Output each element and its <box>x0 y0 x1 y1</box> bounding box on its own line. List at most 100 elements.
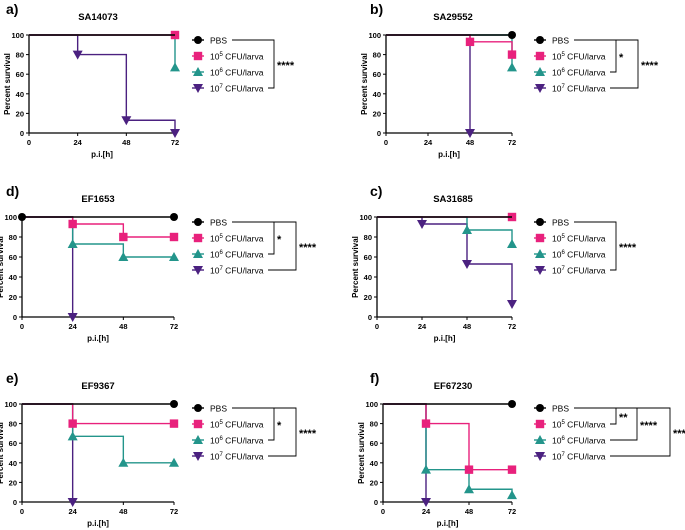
legend-unit: CFU/larva <box>565 250 606 260</box>
legend-exp: 7 <box>561 84 565 90</box>
y-axis-label: Percent survival <box>3 53 12 115</box>
data-point-PBS <box>508 400 516 408</box>
legend-unit: CFU/larva <box>223 234 264 244</box>
data-point-1e7 <box>72 50 83 60</box>
legend-exp: 7 <box>219 452 223 458</box>
data-point-1e5 <box>68 219 77 229</box>
x-tick-label: 48 <box>465 507 473 516</box>
legend-marker-1e5 <box>193 51 203 61</box>
data-point-1e6 <box>169 252 179 261</box>
x-tick-label: 0 <box>20 507 24 516</box>
y-tick-label: 0 <box>13 313 17 322</box>
significance-bracket <box>574 407 671 457</box>
panel-label: e) <box>6 370 18 386</box>
legend-base: 10 <box>552 52 562 62</box>
y-tick-label: 60 <box>16 70 24 79</box>
chart-title: SA31685 <box>433 194 473 205</box>
y-axis-label: Percent survival <box>357 422 366 484</box>
legend-base: 10 <box>210 452 220 462</box>
x-tick-label: 24 <box>73 138 82 147</box>
data-point-1e6 <box>421 464 431 474</box>
legend-marker-1e6 <box>535 249 545 258</box>
data-point-PBS <box>170 213 178 221</box>
chart-title: EF9367 <box>81 381 114 392</box>
x-tick-label: 24 <box>68 322 77 331</box>
legend-unit: CFU/larva <box>565 452 606 462</box>
y-tick-label: 0 <box>13 498 17 507</box>
significance-bracket <box>232 39 275 89</box>
legend-marker-1e6 <box>193 249 203 258</box>
data-point-1e5 <box>119 232 128 242</box>
y-tick-label: 80 <box>9 233 17 242</box>
legend-unit: CFU/larva <box>565 68 606 78</box>
legend-unit: CFU/larva <box>565 52 606 62</box>
x-tick-label: 24 <box>424 138 433 147</box>
legend-marker-1e5 <box>535 419 545 429</box>
chart-panel-5: f) EF67230 0 20 40 60 80 100 0 24 48 72 p.i.[h] Perce… <box>357 370 685 528</box>
significance-label: **** <box>673 428 685 440</box>
legend-unit: CFU/larva <box>565 234 606 244</box>
chart-title: SA14073 <box>78 12 118 23</box>
y-tick-label: 20 <box>370 478 378 487</box>
significance-bracket <box>232 221 297 271</box>
legend-base: 10 <box>552 234 562 244</box>
legend-exp: 5 <box>561 420 565 426</box>
significance-label: ** <box>619 412 628 424</box>
legend-label-1e6: 106 CFU/larva <box>552 68 606 78</box>
legend-base: 10 <box>552 84 562 94</box>
legend-label-1e7: 107 CFU/larva <box>210 452 264 462</box>
data-point-1e5 <box>169 419 179 428</box>
x-axis-label: p.i.[h] <box>87 334 109 343</box>
significance-label: * <box>619 52 624 64</box>
y-axis-label: Percent survival <box>351 236 360 298</box>
significance-label: * <box>277 234 282 246</box>
chart-title: SA29552 <box>433 12 473 23</box>
series-line-1e5 <box>383 403 512 471</box>
data-point-1e5 <box>507 50 517 59</box>
chart-panel-2: d) EF1653 0 20 40 60 80 100 0 24 48 72 p.i.[h] Percen… <box>0 183 317 343</box>
significance-label: **** <box>277 60 295 72</box>
legend-base: 10 <box>210 436 220 446</box>
legend-label-pbs: PBS <box>552 36 569 46</box>
y-tick-label: 20 <box>9 293 17 302</box>
chart-panel-3: c) SA31685 0 20 40 60 80 100 0 24 48 72 p.i.[h] Perce… <box>351 183 637 343</box>
significance-label: **** <box>640 420 658 432</box>
x-tick-label: 0 <box>27 138 31 147</box>
data-point-1e6 <box>507 490 517 500</box>
legend-exp: 5 <box>219 234 223 240</box>
legend-marker-PBS <box>536 218 544 226</box>
legend-label-1e5: 105 CFU/larva <box>552 52 606 62</box>
data-point-PBS <box>170 400 178 408</box>
y-tick-label: 40 <box>364 273 372 282</box>
x-tick-label: 48 <box>119 507 127 516</box>
legend-marker-PBS <box>194 404 202 412</box>
legend-unit: CFU/larva <box>223 52 264 62</box>
legend-exp: 5 <box>219 52 223 58</box>
significance-label: * <box>277 420 282 432</box>
data-point-1e6 <box>67 239 78 248</box>
y-tick-label: 40 <box>370 459 378 468</box>
x-axis-label: p.i.[h] <box>437 519 459 528</box>
legend-label-1e7: 107 CFU/larva <box>210 266 264 276</box>
y-tick-label: 60 <box>9 253 17 262</box>
legend-unit: CFU/larva <box>565 436 606 446</box>
series-line-1e5 <box>22 216 174 238</box>
legend-label-1e5: 105 CFU/larva <box>210 234 264 244</box>
legend-unit: CFU/larva <box>223 68 264 78</box>
legend-marker-1e7 <box>535 84 545 93</box>
legend-base: 10 <box>210 84 220 94</box>
legend-label-pbs: PBS <box>210 36 227 46</box>
y-tick-label: 40 <box>373 90 381 99</box>
series-line-1e6 <box>29 34 176 68</box>
y-tick-label: 20 <box>364 293 372 302</box>
legend-unit: CFU/larva <box>223 250 264 260</box>
legend-exp: 6 <box>561 68 565 74</box>
legend-exp: 6 <box>219 68 223 74</box>
legend-unit: CFU/larva <box>223 420 264 430</box>
y-tick-label: 80 <box>364 233 372 242</box>
data-point-1e7 <box>462 260 472 269</box>
legend-label-pbs: PBS <box>552 404 569 414</box>
legend-base: 10 <box>210 52 220 62</box>
legend-marker-1e7 <box>535 452 545 461</box>
y-tick-label: 80 <box>16 51 24 60</box>
